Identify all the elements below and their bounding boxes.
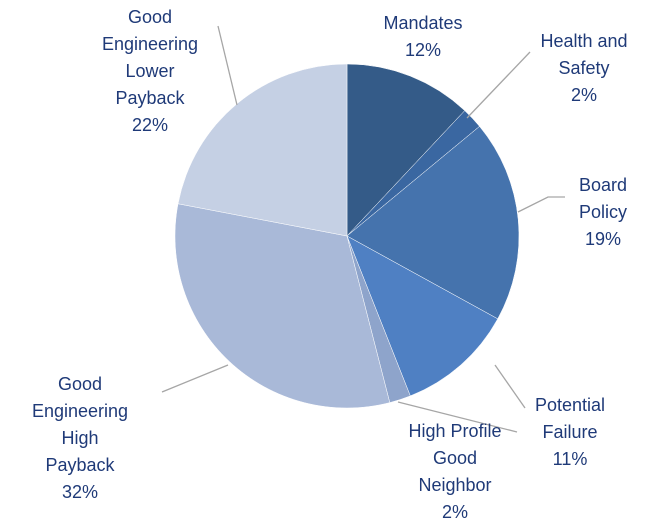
pie-slice [174, 203, 391, 409]
slice-value-label: 2% [571, 85, 597, 105]
slice-value-label: 2% [442, 502, 468, 522]
slice-value-label: 22% [132, 115, 168, 135]
pie-slice [177, 63, 348, 237]
leader-line [217, 25, 238, 106]
slice-value-label: 11% [553, 449, 588, 469]
slice-label: Good Engineering High Payback [32, 374, 128, 475]
pie-slice [346, 235, 499, 397]
leader-line [494, 364, 526, 409]
slice-label: Board Policy [579, 175, 627, 222]
slice-label: High Profile Good Neighbor [408, 421, 501, 495]
leader-line [161, 364, 229, 393]
pie-slice [346, 63, 466, 237]
slice-label: Mandates [383, 13, 462, 33]
slice-value-label: 12% [405, 40, 441, 60]
leader-line [517, 196, 565, 213]
leader-line [466, 51, 531, 119]
slice-label: Potential Failure [535, 395, 605, 442]
slice-label: Good Engineering Lower Payback [102, 7, 198, 108]
leader-line [397, 401, 518, 433]
slice-value-label: 32% [62, 482, 98, 502]
slice-label: Health and Safety [540, 31, 627, 78]
slice-value-label: 19% [585, 229, 621, 249]
pie-slice [346, 126, 520, 320]
